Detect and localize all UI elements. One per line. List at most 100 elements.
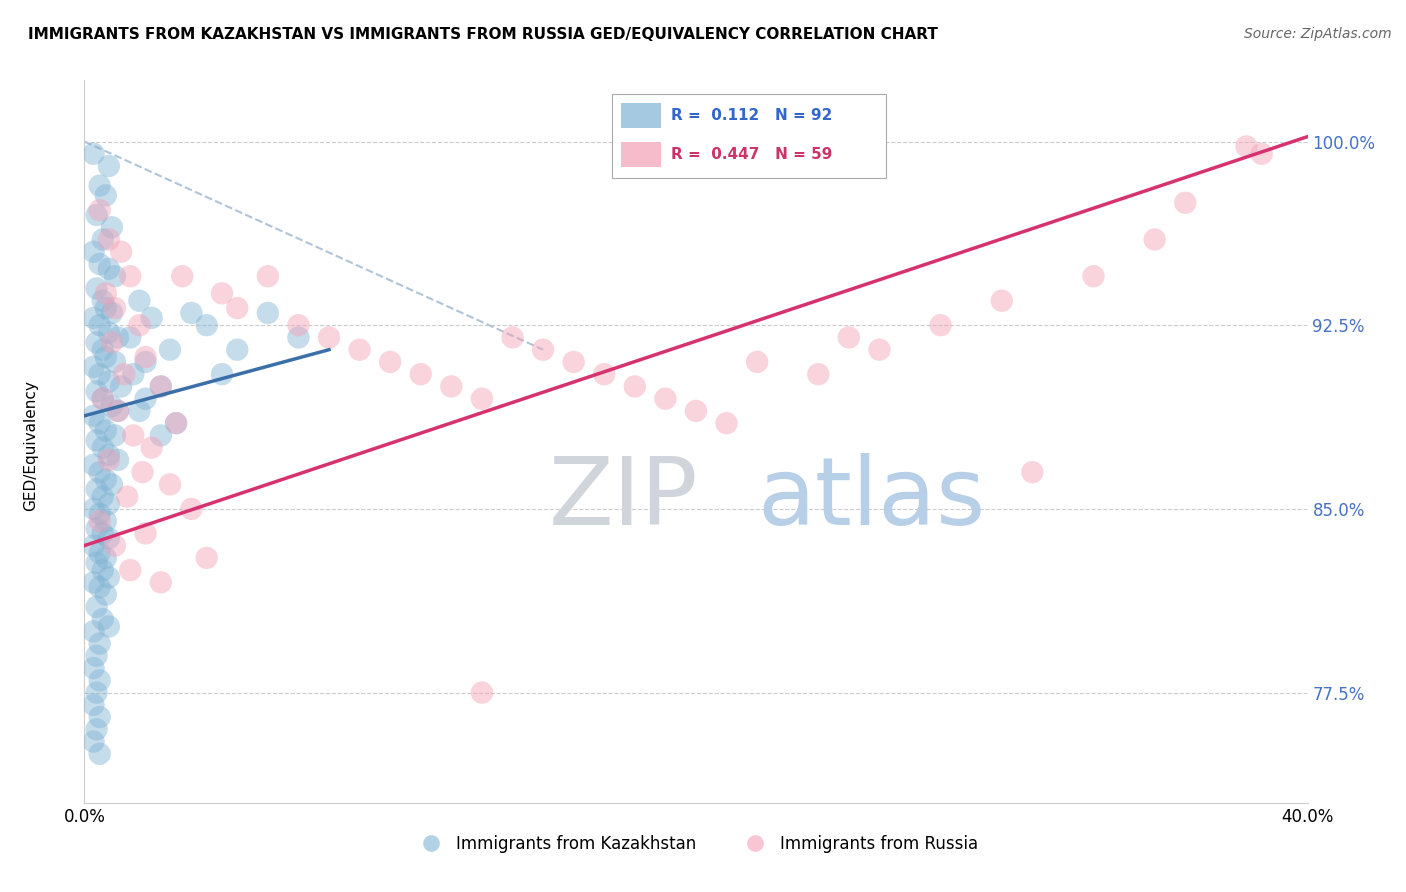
Point — [180, 306, 202, 320]
Text: IMMIGRANTS FROM KAZAKHSTAN VS IMMIGRANTS FROM RUSSIA GED/EQUIVALENCY CORRELATION: IMMIGRANTS FROM KAZAKHSTAN VS IMMIGRANTS… — [28, 27, 938, 42]
Point — [991, 293, 1014, 308]
Point — [91, 232, 114, 246]
Point — [120, 563, 142, 577]
Point — [141, 310, 163, 325]
Point — [104, 428, 127, 442]
Point — [83, 624, 105, 639]
Point — [104, 355, 127, 369]
Point — [654, 392, 676, 406]
Point — [807, 367, 830, 381]
Point — [120, 330, 142, 344]
Point — [86, 685, 108, 699]
Point — [83, 244, 105, 259]
Point — [86, 483, 108, 497]
Point — [83, 539, 105, 553]
Point — [89, 580, 111, 594]
Point — [502, 330, 524, 344]
Point — [91, 441, 114, 455]
Text: atlas: atlas — [758, 453, 986, 545]
Point — [471, 392, 494, 406]
Point — [101, 477, 124, 491]
Point — [89, 546, 111, 560]
Point — [165, 416, 187, 430]
Point — [97, 326, 120, 340]
Point — [149, 379, 172, 393]
Point — [226, 343, 249, 357]
Point — [624, 379, 647, 393]
Point — [83, 502, 105, 516]
Point — [318, 330, 340, 344]
Text: R =  0.112   N = 92: R = 0.112 N = 92 — [671, 108, 832, 122]
Point — [287, 318, 309, 333]
Point — [89, 710, 111, 724]
Point — [94, 473, 117, 487]
Point — [83, 310, 105, 325]
Point — [91, 490, 114, 504]
Point — [531, 343, 554, 357]
Point — [89, 465, 111, 479]
Point — [869, 343, 891, 357]
Point — [97, 159, 120, 173]
Point — [172, 269, 194, 284]
Point — [929, 318, 952, 333]
Point — [91, 563, 114, 577]
Point — [97, 261, 120, 276]
Point — [349, 343, 371, 357]
Point — [107, 453, 129, 467]
Point — [104, 301, 127, 315]
Point — [97, 375, 120, 389]
Point — [122, 367, 145, 381]
Point — [110, 379, 132, 393]
Point — [86, 281, 108, 295]
Point — [97, 619, 120, 633]
Point — [128, 318, 150, 333]
Point — [122, 428, 145, 442]
Point — [89, 507, 111, 521]
Point — [86, 335, 108, 350]
Point — [89, 514, 111, 528]
Point — [120, 269, 142, 284]
Point — [135, 350, 157, 364]
Point — [86, 521, 108, 535]
Point — [1250, 146, 1272, 161]
Point — [83, 734, 105, 748]
Point — [83, 575, 105, 590]
Point — [593, 367, 616, 381]
Point — [128, 404, 150, 418]
Point — [471, 685, 494, 699]
Text: ZIP: ZIP — [550, 453, 699, 545]
Point — [83, 409, 105, 423]
Point — [89, 367, 111, 381]
Point — [1143, 232, 1166, 246]
Point — [94, 286, 117, 301]
Point — [165, 416, 187, 430]
Point — [141, 441, 163, 455]
Point — [89, 178, 111, 193]
Point — [716, 416, 738, 430]
Point — [135, 355, 157, 369]
Point — [135, 526, 157, 541]
Point — [94, 350, 117, 364]
Point — [94, 188, 117, 202]
Point — [97, 453, 120, 467]
Point — [562, 355, 585, 369]
Point — [107, 404, 129, 418]
Point — [101, 399, 124, 413]
Point — [287, 330, 309, 344]
Point — [89, 203, 111, 218]
Point — [180, 502, 202, 516]
Legend: Immigrants from Kazakhstan, Immigrants from Russia: Immigrants from Kazakhstan, Immigrants f… — [408, 828, 984, 860]
Point — [86, 208, 108, 222]
Point — [89, 673, 111, 688]
Point — [97, 531, 120, 545]
Point — [83, 458, 105, 472]
Point — [1083, 269, 1105, 284]
Point — [94, 424, 117, 438]
Point — [86, 434, 108, 448]
Point — [97, 497, 120, 511]
Point — [101, 335, 124, 350]
Point — [1021, 465, 1043, 479]
Point — [838, 330, 860, 344]
Point — [101, 220, 124, 235]
Point — [89, 416, 111, 430]
